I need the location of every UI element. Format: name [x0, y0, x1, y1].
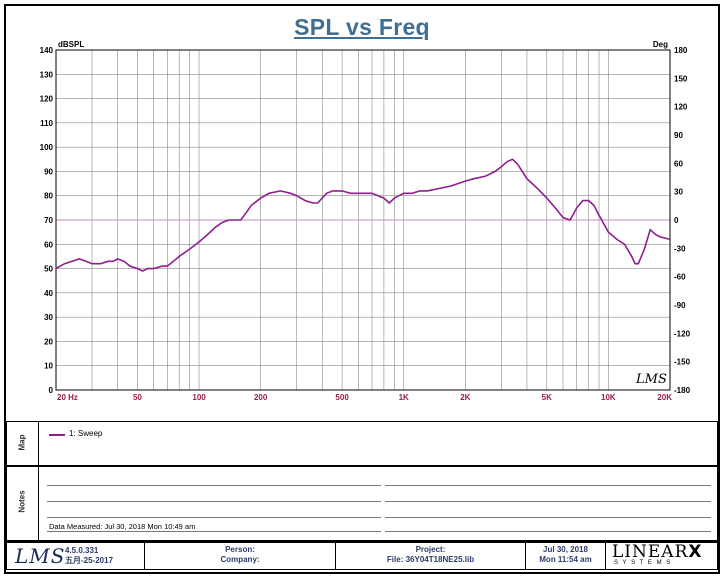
version-label: 4.5.0.331: [65, 546, 99, 555]
footer-logo-cell: LMS 4.5.0.331 五月-25-2017: [7, 541, 145, 569]
legend-swatch-sweep: [49, 434, 65, 436]
x-tick-label: 1K: [399, 393, 409, 402]
lms-annotation: LMS: [635, 372, 667, 387]
y-tick-label: 40: [44, 289, 53, 298]
note-line[interactable]: [47, 485, 381, 486]
legend-entry-sweep[interactable]: 1: Sweep: [69, 429, 103, 438]
brand-x: X: [688, 542, 703, 562]
x-tick-label: 2K: [460, 393, 470, 402]
y-tick-label: 130: [40, 70, 54, 79]
build-date-label: 五月-25-2017: [65, 556, 114, 565]
y-tick-label: 140: [40, 46, 54, 55]
note-line[interactable]: [47, 501, 381, 502]
note-line[interactable]: [47, 517, 381, 518]
note-line[interactable]: [385, 531, 711, 532]
map-label: Map: [17, 434, 27, 451]
note-line[interactable]: [47, 531, 381, 532]
linearx-logo: LINEARX: [612, 542, 702, 562]
x-tick-label: 100: [192, 393, 206, 402]
y2-tick-label: 120: [674, 103, 688, 112]
person-label: Person:: [225, 545, 255, 554]
y-tick-label: 10: [44, 362, 53, 371]
x-tick-label: 20K: [657, 393, 672, 402]
y-axis-left: 0 10 20 30 40 50 60 70 80 90 100 110 120 130 140: [40, 46, 54, 395]
y2-tick-label: -90: [674, 301, 686, 310]
y-tick-label: 50: [44, 265, 53, 274]
file-label: File: 36Y04T18NE25.lib: [386, 555, 475, 564]
note-line[interactable]: [385, 485, 711, 486]
lms-logo: LMS: [15, 544, 66, 568]
y2-tick-label: -60: [674, 273, 686, 282]
footer-brand-cell: LINEARX S Y S T E M S: [606, 541, 717, 569]
y2-tick-label: 180: [674, 46, 688, 55]
x-axis: 20 Hz 50 100 200 500 1K 2K 5K 10K 20K: [57, 393, 672, 402]
y2-tick-label: 0: [674, 216, 679, 225]
note-line[interactable]: [385, 517, 711, 518]
project-label: Project:: [415, 545, 446, 554]
date-label: Jul 30, 2018: [543, 545, 588, 554]
y-axis-label: dBSPL: [58, 40, 84, 49]
y-tick-label: 80: [44, 192, 53, 201]
y2-axis-label: Deg: [653, 40, 668, 49]
y-tick-label: 60: [44, 240, 53, 249]
data-measured: Data Measured: Jul 30, 2018 Mon 10:49 am: [49, 522, 196, 531]
y2-tick-label: -150: [674, 358, 691, 367]
y-tick-label: 0: [49, 386, 54, 395]
y-tick-label: 70: [44, 216, 53, 225]
plot-area: [55, 49, 671, 391]
y2-tick-label: 90: [674, 131, 683, 140]
map-label-cell: Map: [7, 422, 39, 465]
y-axis-right: -180 -150 -120 -90 -60 -30 0 30 60 90 120 150 180: [674, 46, 691, 395]
notes-label: Notes: [17, 490, 27, 513]
y2-tick-label: -120: [674, 329, 691, 338]
x-tick-label: 50: [133, 393, 142, 402]
chart-title: SPL vs Freq: [294, 14, 430, 40]
y2-tick-label: -180: [674, 386, 691, 395]
y2-tick-label: 150: [674, 74, 688, 83]
brand-top: LINEAR: [612, 542, 689, 562]
notes-panel: Notes Data Measured: Jul 30, 2018 Mon 10…: [6, 466, 718, 541]
time-label: Mon 11:54 am: [539, 555, 592, 564]
x-tick-label: 10K: [601, 393, 616, 402]
notes-label-cell: Notes: [7, 467, 39, 540]
y-tick-label: 90: [44, 167, 53, 176]
footer-date-cell: Jul 30, 2018 Mon 11:54 am: [526, 541, 606, 569]
y-tick-label: 30: [44, 313, 53, 322]
series-line-sweep: [55, 158, 671, 272]
footer-project-cell: Project: File: 36Y04T18NE25.lib: [336, 541, 526, 569]
x-tick-label: 5K: [542, 393, 552, 402]
company-label: Company:: [220, 555, 260, 564]
note-line[interactable]: [385, 501, 711, 502]
map-panel: Map 1: Sweep: [6, 421, 718, 466]
x-tick-label: 500: [335, 393, 349, 402]
footer-person-cell: Person: Company:: [145, 541, 336, 569]
y2-tick-label: 60: [674, 159, 683, 168]
y-tick-label: 110: [40, 119, 53, 128]
brand-sub: S Y S T E M S: [614, 560, 672, 566]
y-tick-label: 20: [44, 337, 53, 346]
y2-tick-label: -30: [674, 244, 686, 253]
y2-tick-label: 30: [674, 188, 683, 197]
footer: [6, 541, 718, 570]
x-tick-label: 20 Hz: [57, 393, 78, 402]
y-tick-label: 120: [40, 95, 54, 104]
y-tick-label: 100: [40, 143, 54, 152]
x-tick-label: 200: [254, 393, 268, 402]
